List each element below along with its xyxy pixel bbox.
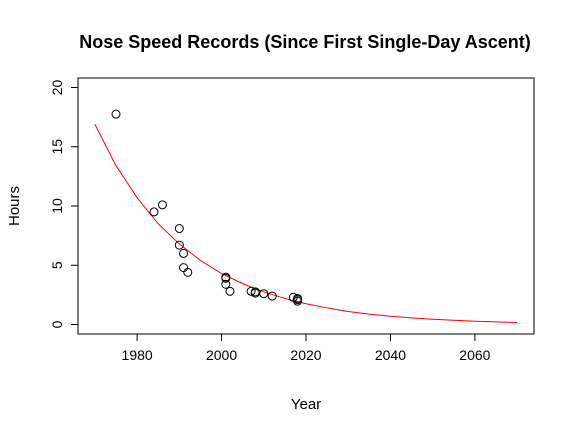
data-point — [259, 289, 269, 299]
x-tick-label: 2040 — [375, 347, 406, 363]
x-axis-label: Year — [291, 396, 321, 413]
data-point — [293, 296, 303, 306]
x-tick-label: 1980 — [122, 347, 153, 363]
data-point — [246, 286, 256, 296]
data-point — [174, 240, 184, 250]
data-points — [111, 109, 303, 306]
data-point — [221, 279, 231, 289]
chart-title: Nose Speed Records (Since First Single-D… — [79, 32, 530, 52]
y-axis-label: Hours — [6, 186, 23, 226]
plot-frame — [77, 77, 535, 335]
y-tick-label: 0 — [49, 320, 65, 328]
y-tick-label: 5 — [49, 261, 65, 269]
x-tick-label: 2060 — [459, 347, 490, 363]
x-tick-label: 2020 — [290, 347, 321, 363]
data-point — [157, 200, 167, 210]
data-point — [221, 273, 231, 283]
data-point — [149, 207, 159, 217]
data-point — [174, 224, 184, 234]
fit-curve-line — [94, 123, 518, 323]
x-axis: 1980 2000 2020 2040 2060 — [122, 333, 491, 363]
data-point — [267, 291, 277, 301]
y-tick-label: 20 — [49, 79, 65, 95]
data-point — [225, 286, 235, 296]
data-point — [111, 109, 121, 119]
data-point — [179, 263, 189, 273]
data-point — [183, 267, 193, 277]
y-tick-label: 15 — [49, 139, 65, 155]
x-tick-label: 2000 — [206, 347, 237, 363]
y-axis: 0 5 10 15 20 — [49, 79, 79, 328]
y-tick-label: 10 — [49, 198, 65, 214]
data-point — [179, 248, 189, 258]
